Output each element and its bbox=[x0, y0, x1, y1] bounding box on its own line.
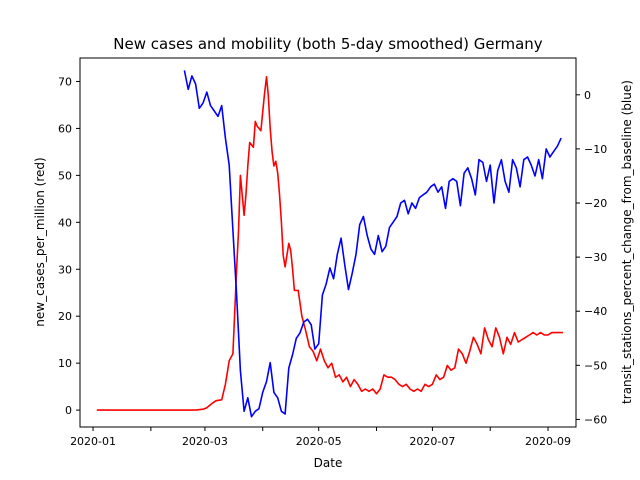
x-axis-ticks: 2020-01 2020-03 2020-05 2020-07 2020-09 bbox=[70, 427, 571, 448]
right-y-tick-label: 0 bbox=[584, 89, 591, 102]
series-line-transit_stations_percent_change_from_baseline bbox=[183, 70, 562, 418]
x-tick-label: 2020-05 bbox=[296, 435, 342, 448]
x-tick-label: 2020-03 bbox=[182, 435, 228, 448]
right-y-tick-label: −10 bbox=[584, 143, 607, 156]
right-y-axis-label: transit_stations_percent_change_from_bas… bbox=[620, 80, 634, 404]
left-y-tick-label: 70 bbox=[58, 75, 72, 88]
x-axis-label: Date bbox=[314, 456, 343, 470]
left-y-axis-label: new_cases_per_million (red) bbox=[33, 157, 47, 326]
left-y-tick-label: 50 bbox=[58, 169, 72, 182]
left-y-tick-label: 10 bbox=[58, 357, 72, 370]
right-y-tick-label: −40 bbox=[584, 305, 607, 318]
right-y-tick-label: −30 bbox=[584, 251, 607, 264]
series-layer bbox=[96, 70, 563, 418]
left-y-tick-label: 30 bbox=[58, 263, 72, 276]
chart-title: New cases and mobility (both 5-day smoot… bbox=[113, 35, 543, 53]
left-y-tick-label: 40 bbox=[58, 216, 72, 229]
x-tick-label: 2020-09 bbox=[525, 435, 571, 448]
plot-area-frame bbox=[79, 57, 577, 428]
series-line-new_cases_per_million bbox=[96, 76, 563, 411]
left-y-tick-label: 0 bbox=[65, 404, 72, 417]
right-y-tick-label: −20 bbox=[584, 197, 607, 210]
x-tick-label: 2020-01 bbox=[70, 435, 116, 448]
left-y-axis-ticks: 0 10 20 30 40 50 60 70 bbox=[58, 75, 80, 417]
right-y-axis-ticks: 0 −10 −20 −30 −40 −50 −60 bbox=[576, 89, 607, 426]
left-y-tick-label: 60 bbox=[58, 122, 72, 135]
left-y-tick-label: 20 bbox=[58, 310, 72, 323]
x-tick-label: 2020-07 bbox=[409, 435, 455, 448]
right-y-tick-label: −60 bbox=[584, 413, 607, 426]
right-y-tick-label: −50 bbox=[584, 359, 607, 372]
